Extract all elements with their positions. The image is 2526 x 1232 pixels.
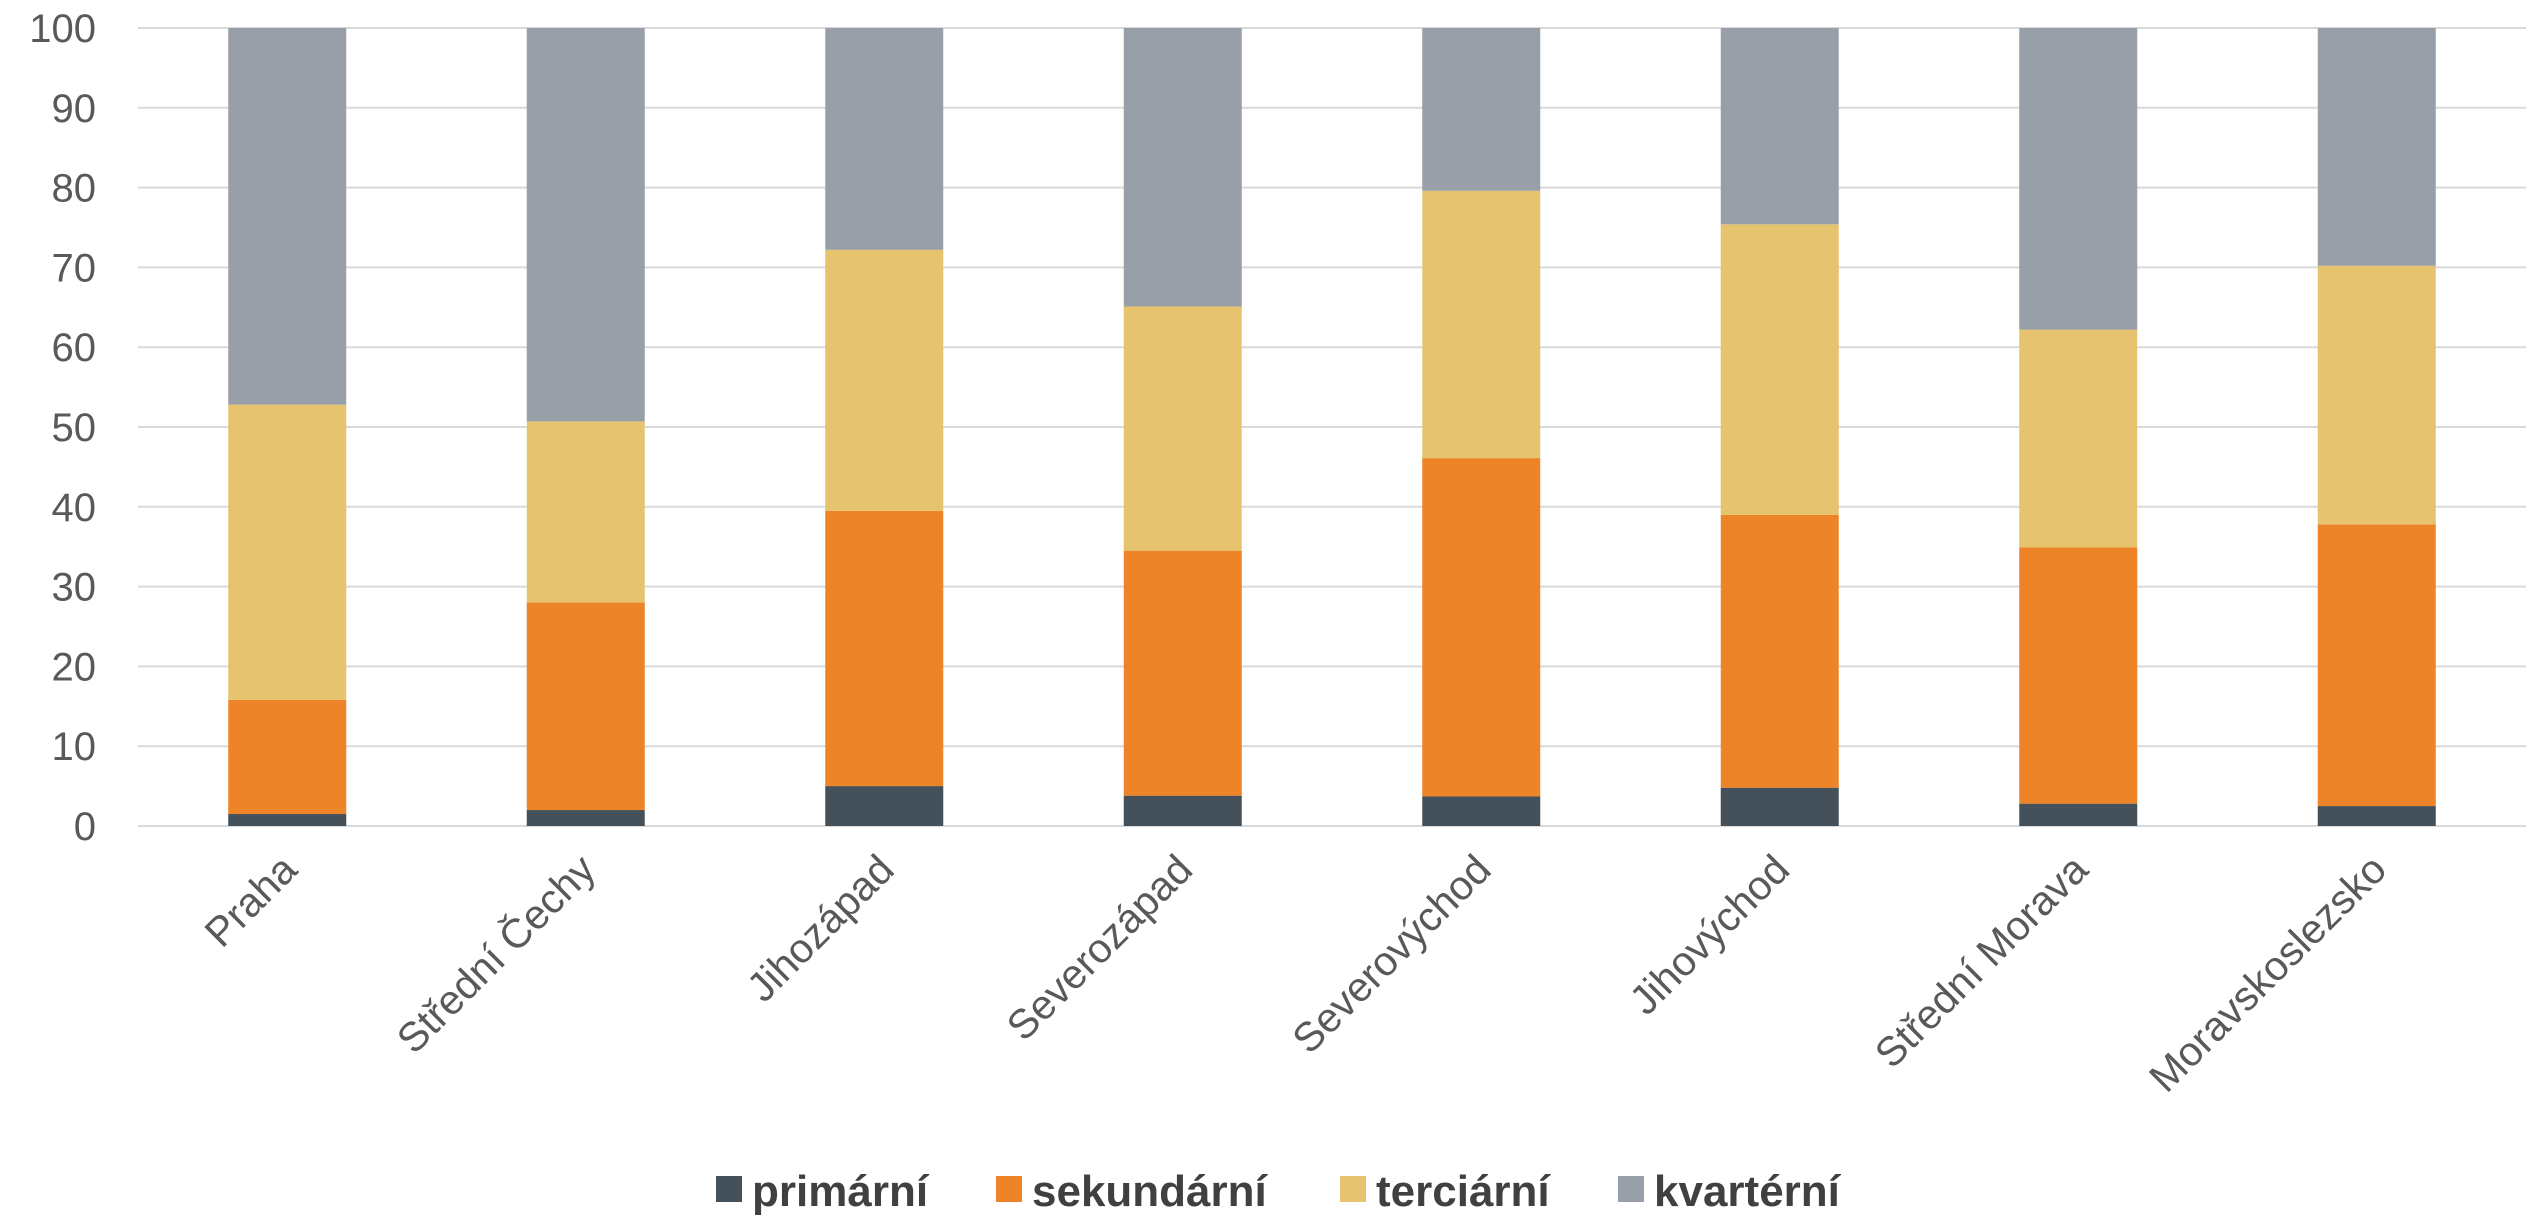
bar-segment-kvartérní	[1123, 28, 1242, 307]
bar-segment-terciární	[1720, 224, 1839, 515]
bar-segment-kvartérní	[526, 28, 645, 422]
y-tick-label: 60	[52, 326, 97, 370]
bar-segment-sekundární	[1123, 550, 1242, 796]
y-tick-label: 100	[29, 7, 96, 51]
bar-segment-primární	[2019, 803, 2138, 826]
bar-segment-kvartérní	[1422, 28, 1541, 191]
bar-segment-terciární	[228, 404, 347, 700]
x-axis: Praha Střední Čechy Jihozápad Severozápad Se…	[196, 845, 2395, 1100]
legend-swatch-kvartérní	[1618, 1176, 1644, 1202]
y-tick-label: 40	[52, 486, 97, 530]
bar-segment-primární	[1720, 787, 1839, 826]
gridlines	[138, 27, 2526, 827]
bar-segment-kvartérní	[2019, 28, 2138, 330]
x-tick-label: Praha	[196, 846, 306, 956]
bar-segment-kvartérní	[1720, 28, 1839, 225]
bar-segment-primární	[228, 814, 347, 826]
bars	[228, 28, 2436, 826]
x-tick-label: Moravskoslezsko	[2140, 846, 2395, 1101]
y-tick-label: 30	[52, 566, 97, 610]
legend-label: primární	[752, 1167, 930, 1216]
legend-swatch-terciární	[1340, 1176, 1366, 1202]
bar-segment-sekundární	[1720, 514, 1839, 788]
legend-label: kvartérní	[1654, 1167, 1842, 1216]
y-tick-label: 80	[52, 167, 97, 211]
x-tick-label: Střední Čechy	[388, 845, 605, 1062]
x-tick-label: Střední Morava	[1866, 846, 2097, 1077]
bar-segment-sekundární	[526, 602, 645, 811]
bar-segment-primární	[1123, 795, 1242, 826]
bar-segment-terciární	[2317, 265, 2436, 525]
legend-label: terciární	[1376, 1167, 1551, 1216]
y-tick-label: 70	[52, 246, 97, 290]
legend: primární sekundární terciární kvartérní	[716, 1167, 1842, 1216]
legend-swatch-sekundární	[996, 1176, 1022, 1202]
bar-segment-primární	[825, 786, 944, 826]
bar-segment-primární	[526, 810, 645, 826]
bar-segment-terciární	[1422, 190, 1541, 459]
bar-segment-sekundární	[1422, 458, 1541, 797]
y-tick-label: 20	[52, 645, 97, 689]
y-axis: 0 10 20 30 40 50 60 70 80 90 100	[29, 7, 96, 849]
y-tick-label: 90	[52, 87, 97, 131]
y-tick-label: 10	[52, 725, 97, 769]
bar-segment-kvartérní	[2317, 28, 2436, 266]
bar-segment-terciární	[825, 249, 944, 511]
bar-segment-sekundární	[2019, 547, 2138, 804]
bar-segment-kvartérní	[228, 28, 347, 405]
legend-label: sekundární	[1032, 1167, 1269, 1216]
bar-segment-sekundární	[228, 699, 347, 815]
bar-segment-sekundární	[2317, 524, 2436, 807]
x-tick-label: Jihovýchod	[1621, 846, 1799, 1024]
legend-swatch-primární	[716, 1176, 742, 1202]
bar-segment-terciární	[2019, 329, 2138, 548]
y-tick-label: 0	[74, 805, 96, 849]
bar-segment-terciární	[1123, 306, 1242, 551]
x-tick-label: Severovýchod	[1283, 846, 1499, 1062]
bar-segment-primární	[1422, 796, 1541, 826]
y-tick-label: 50	[52, 406, 97, 450]
x-tick-label: Severozápad	[998, 846, 1201, 1049]
bar-segment-sekundární	[825, 510, 944, 787]
bar-segment-kvartérní	[825, 28, 944, 250]
x-tick-label: Jihozápad	[738, 846, 903, 1011]
bar-segment-primární	[2317, 806, 2436, 826]
bar-segment-terciární	[526, 421, 645, 603]
